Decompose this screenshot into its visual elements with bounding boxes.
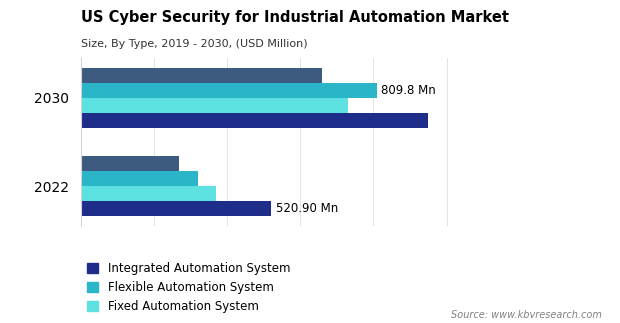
Bar — [81, 68, 322, 83]
Text: Size, By Type, 2019 - 2030, (USD Million): Size, By Type, 2019 - 2030, (USD Million… — [81, 39, 308, 49]
Text: Source: www.kbvresearch.com: Source: www.kbvresearch.com — [451, 310, 601, 320]
Bar — [81, 98, 348, 113]
Text: US Cyber Security for Industrial Automation Market: US Cyber Security for Industrial Automat… — [81, 10, 508, 25]
Legend: Integrated Automation System, Flexible Automation System, Fixed Automation Syste: Integrated Automation System, Flexible A… — [87, 262, 290, 313]
Bar — [81, 113, 428, 128]
Bar — [81, 201, 272, 216]
Bar — [81, 171, 198, 186]
Text: 809.8 Mn: 809.8 Mn — [381, 84, 436, 97]
Bar — [81, 156, 179, 171]
Bar — [81, 83, 377, 98]
Bar — [81, 186, 216, 201]
Text: 520.90 Mn: 520.90 Mn — [276, 203, 338, 215]
